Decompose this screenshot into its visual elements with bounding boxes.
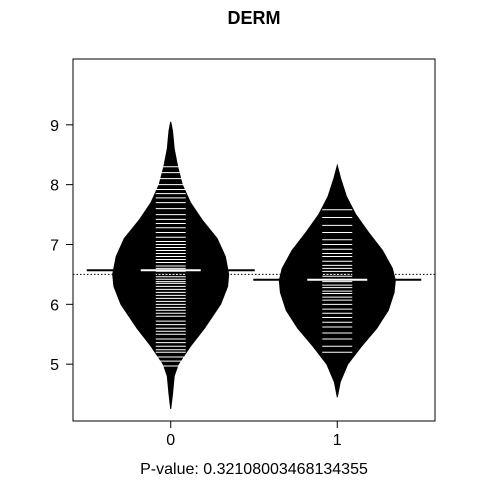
bean-density-0 xyxy=(112,121,230,410)
plot-frame xyxy=(72,58,436,422)
bean-1 xyxy=(253,163,422,398)
y-tick-label-6: 6 xyxy=(50,297,59,314)
beans-layer xyxy=(73,121,435,410)
x-tick-label-1: 1 xyxy=(333,432,342,449)
y-tick-label-9: 9 xyxy=(50,118,59,135)
chart-title: DERM xyxy=(228,8,281,28)
y-tick-label-5: 5 xyxy=(50,357,59,374)
x-tick-label-0: 0 xyxy=(166,432,175,449)
x-axis-label: P-value: 0.32108003468134355 xyxy=(140,461,368,478)
bean-0 xyxy=(86,121,255,410)
y-tick-label-8: 8 xyxy=(50,178,59,195)
y-tick-label-7: 7 xyxy=(50,237,59,254)
axes-layer: 5 6 7 8 9 0 1 xyxy=(50,58,436,449)
